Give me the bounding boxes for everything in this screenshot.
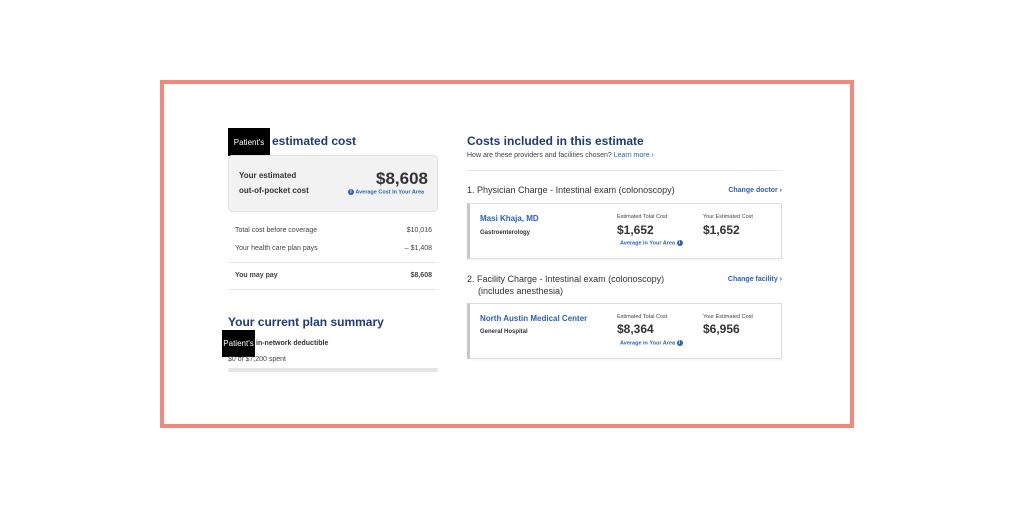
your-est-value: $1,652	[703, 223, 740, 237]
your-est-label: Your Estimated Cost	[703, 314, 753, 320]
physician-charge-heading: 1. Physician Charge - Intestinal exam (c…	[467, 185, 675, 195]
est-total-value: $1,652	[617, 223, 654, 237]
redacted-name-box: Patient's	[228, 128, 270, 156]
provider-specialty: Gastroenterology	[480, 230, 531, 236]
your-est-value: $6,956	[703, 322, 740, 336]
average-in-area-label: Average in Your Area	[620, 340, 676, 347]
estimate-title: estimated cost	[272, 134, 357, 148]
deductible-progress-bar	[228, 368, 438, 372]
divider	[228, 262, 438, 263]
plan-pays-value: – $1,408	[404, 245, 432, 252]
estimated-cost-amount: $8,608	[376, 169, 428, 188]
average-in-area-label: Average in Your Area	[620, 240, 676, 247]
section-line1: Physician Charge - Intestinal exam (colo…	[477, 185, 675, 195]
average-cost-label: Average Cost In Your Area	[355, 189, 425, 196]
section-line1: Facility Charge - Intestinal exam (colon…	[477, 274, 665, 284]
physician-provider-card	[467, 203, 782, 259]
facility-name-link[interactable]: North Austin Medical Center	[480, 314, 588, 323]
total-cost-label: Total cost before coverage	[235, 227, 318, 234]
info-icon: i	[676, 240, 683, 246]
cost-label-line2: out-of-pocket cost	[239, 186, 309, 195]
plan-pays-label: Your health care plan pays	[235, 245, 318, 252]
divider	[228, 289, 438, 290]
info-icon: i	[348, 189, 354, 195]
redacted-name-box: Patient's	[222, 330, 255, 357]
total-cost-value: $10,016	[406, 227, 432, 234]
you-may-pay-label: You may pay	[235, 272, 278, 279]
provider-name-link[interactable]: Masi Khaja, MD	[480, 214, 539, 223]
est-total-label: Estimated Total Cost	[617, 214, 668, 220]
change-facility-link[interactable]: Change facility ›	[727, 276, 782, 283]
facility-provider-card	[467, 303, 782, 359]
providers-question: How are these providers and facilities c…	[467, 152, 612, 159]
deductible-label: in-network deductible	[256, 340, 329, 347]
section-number: 2.	[467, 274, 475, 284]
your-est-label: Your Estimated Cost	[703, 214, 753, 220]
average-cost-link[interactable]: i Average Cost In Your Area	[348, 189, 424, 195]
section-number: 1.	[467, 185, 475, 195]
facility-charge-subline: (includes anesthesia)	[478, 286, 564, 296]
change-doctor-link[interactable]: Change doctor ›	[728, 187, 782, 194]
you-may-pay-value: $8,608	[410, 272, 432, 279]
divider	[467, 170, 782, 171]
estimated-cost-card	[228, 155, 438, 212]
est-total-label: Estimated Total Cost	[617, 314, 668, 320]
plan-summary-title: Your current plan summary	[228, 315, 384, 329]
info-icon: i	[676, 340, 683, 346]
cost-label-line1: Your estimated	[239, 171, 297, 180]
facility-charge-heading: 2. Facility Charge - Intestinal exam (co…	[467, 274, 664, 284]
learn-more-link[interactable]: Learn more ›	[613, 152, 654, 159]
average-in-area-link[interactable]: Average in Your Area i	[620, 240, 683, 246]
highlight-frame	[160, 80, 854, 428]
deductible-spent: $0 of $7,200 spent	[228, 356, 286, 363]
facility-type: General Hospital	[480, 329, 528, 335]
est-total-value: $8,364	[617, 322, 654, 336]
average-in-area-link[interactable]: Average in Your Area i	[620, 340, 683, 346]
providers-subtitle: How are these providers and facilities c…	[467, 152, 654, 159]
costs-title: Costs included in this estimate	[467, 134, 644, 148]
